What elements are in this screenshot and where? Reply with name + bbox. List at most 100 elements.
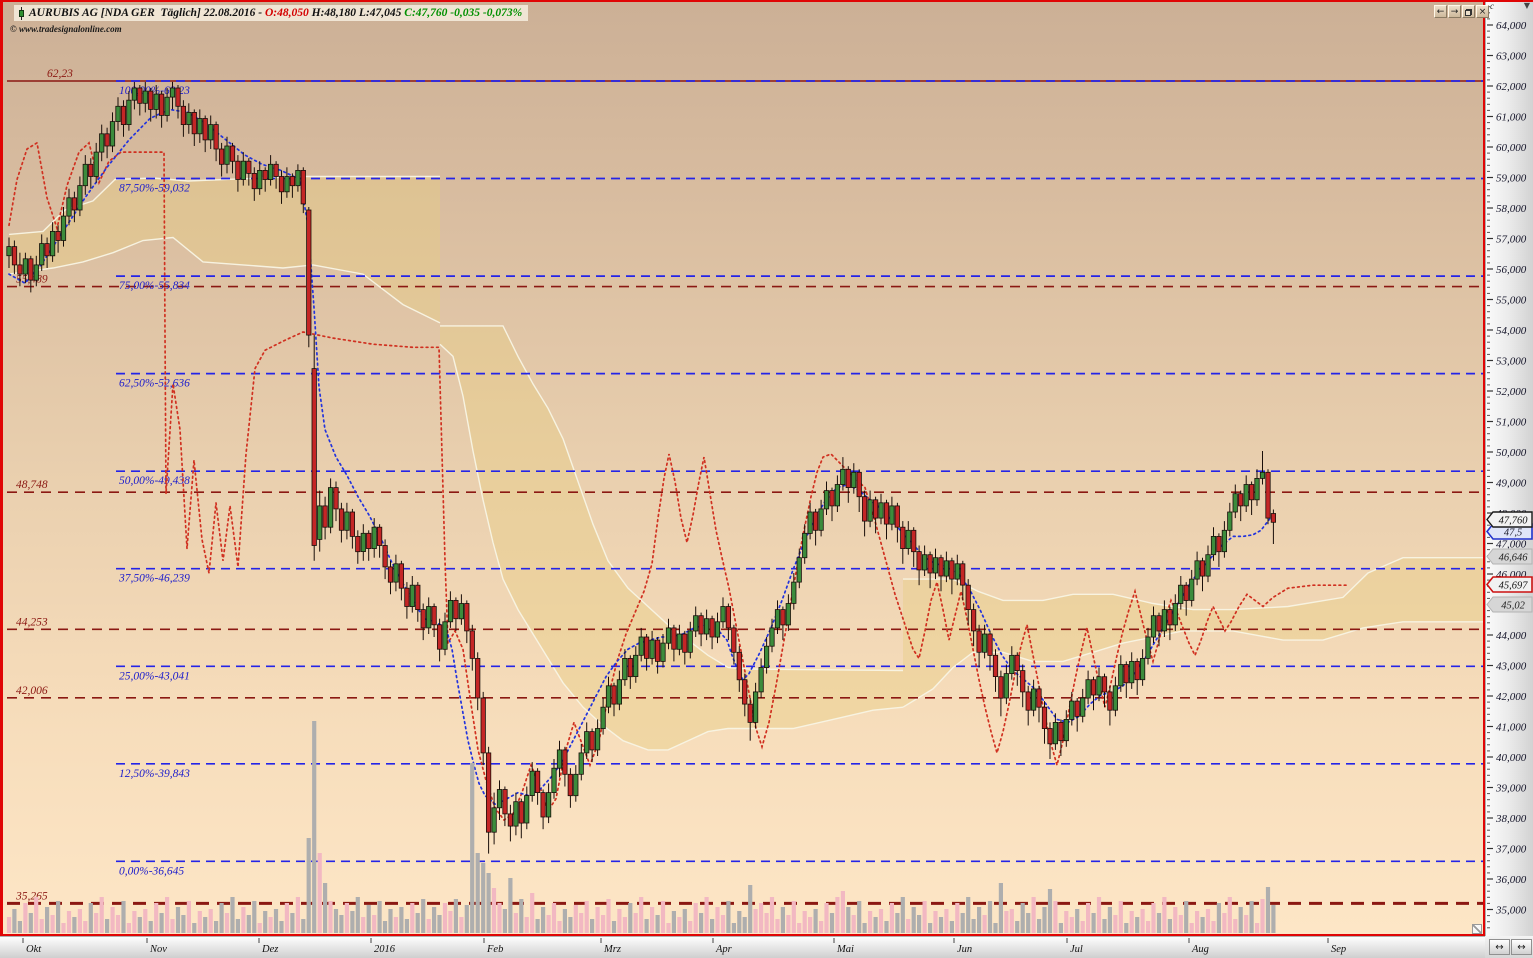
candle-body bbox=[627, 658, 633, 678]
indicator-dotted-line bbox=[8, 108, 1274, 806]
horizontal-level-label: 62,23 bbox=[47, 68, 73, 80]
candle-body bbox=[93, 151, 99, 177]
candle-body bbox=[88, 163, 94, 177]
volume-bar bbox=[791, 901, 796, 933]
candle-body bbox=[873, 499, 879, 519]
candle-body bbox=[998, 676, 1004, 699]
candle-body bbox=[1041, 706, 1048, 730]
ichimoku-cloud bbox=[440, 325, 903, 750]
candle-body bbox=[802, 532, 808, 559]
volume-bar bbox=[955, 903, 960, 933]
volume-bar bbox=[682, 909, 687, 933]
volume-bar bbox=[660, 901, 666, 933]
volume-bar bbox=[186, 901, 191, 933]
candle-body bbox=[714, 621, 721, 638]
volume-bar bbox=[982, 915, 987, 933]
candle-body bbox=[540, 792, 546, 818]
time-axis-month-label: Feb bbox=[486, 944, 503, 955]
volume-bar bbox=[263, 911, 268, 933]
volume-bar bbox=[1020, 903, 1025, 933]
candle-body bbox=[747, 703, 753, 723]
volume-bar bbox=[1047, 889, 1053, 933]
volume-bar bbox=[639, 897, 644, 933]
candle-body bbox=[404, 587, 410, 607]
time-axis[interactable]: Okt Nov Dez 2016 Feb Mrz Apr Mai Jun Jul Aug Sep bbox=[0, 936, 1485, 958]
candle-body bbox=[862, 496, 868, 522]
volume-bar bbox=[1238, 907, 1243, 933]
volume-bar bbox=[181, 915, 186, 933]
axis-dropdown-icon[interactable]: ▼ bbox=[1523, 1, 1530, 10]
volume-bar bbox=[1216, 903, 1221, 933]
scroll-forward-button[interactable]: → bbox=[1448, 5, 1461, 18]
candle-body bbox=[845, 468, 851, 488]
volume-bar bbox=[595, 907, 600, 933]
candle-body bbox=[1129, 661, 1135, 684]
volume-bar bbox=[1113, 915, 1118, 933]
volume-bar bbox=[99, 897, 104, 933]
volume-bar bbox=[546, 915, 551, 933]
candle-body bbox=[818, 508, 824, 531]
candle-body bbox=[55, 230, 61, 241]
candle-body bbox=[1085, 679, 1091, 699]
candle-body bbox=[916, 551, 922, 571]
price-axis-label: 62,000 bbox=[1496, 81, 1527, 93]
volume-bar bbox=[1205, 909, 1211, 933]
candle-body bbox=[50, 230, 56, 257]
price-axis-label: 61,000 bbox=[1496, 112, 1527, 124]
forward-arrow-icon: → bbox=[1450, 6, 1459, 17]
time-axis-month-label: Apr bbox=[715, 944, 733, 955]
candle-body bbox=[409, 584, 415, 608]
candle-body bbox=[175, 87, 181, 107]
candle-body bbox=[943, 560, 950, 577]
candle-body bbox=[1123, 664, 1129, 684]
candle-body bbox=[725, 606, 732, 629]
chart-plot[interactable]: 62,2355,48948,74844,25342,00635,265100,0… bbox=[0, 0, 1489, 936]
volume-bar bbox=[1233, 919, 1238, 933]
candle-body bbox=[213, 124, 219, 150]
volume-bar bbox=[1026, 913, 1031, 933]
volume-bar bbox=[704, 897, 709, 933]
candlestick-chart-canvas: 62,2355,48948,74844,25342,00635,265100,0… bbox=[6, 68, 1483, 933]
candle-body bbox=[502, 789, 508, 815]
fibonacci-label: 25,00%-43,041 bbox=[119, 670, 190, 682]
candle-body bbox=[186, 112, 192, 126]
h-scroll-right-button[interactable]: ↔ bbox=[1511, 939, 1532, 955]
volume-bar bbox=[45, 907, 50, 933]
volume-bar bbox=[197, 911, 202, 933]
price-axis-label: 47,000 bbox=[1496, 539, 1527, 551]
candle-body bbox=[938, 557, 944, 577]
close-button[interactable]: × bbox=[1476, 5, 1489, 18]
candle-body bbox=[71, 197, 77, 211]
volume-bar bbox=[372, 915, 377, 933]
candle-body bbox=[338, 508, 345, 531]
candle-body bbox=[1232, 493, 1238, 513]
candle-body bbox=[197, 118, 203, 135]
candle-body bbox=[1020, 670, 1026, 693]
volume-bar bbox=[77, 909, 82, 933]
volume-bar bbox=[677, 917, 682, 933]
volume-bar bbox=[328, 901, 333, 933]
scroll-back-button[interactable]: ← bbox=[1434, 5, 1447, 18]
candle-body bbox=[949, 560, 955, 580]
price-axis-corner: c ▼ bbox=[1486, 0, 1533, 14]
price-axis-label: 42,000 bbox=[1496, 691, 1527, 703]
candle-body bbox=[1243, 484, 1249, 507]
volume-bar bbox=[219, 903, 224, 933]
h-scroll-left-button[interactable]: ↔ bbox=[1489, 939, 1510, 955]
volume-bar bbox=[208, 909, 213, 933]
candle-body bbox=[1090, 679, 1097, 696]
price-tag bbox=[1486, 596, 1533, 613]
volume-bar bbox=[933, 911, 938, 933]
candle-body bbox=[584, 731, 590, 754]
horizontal-level-label: 48,748 bbox=[16, 479, 48, 491]
volume-bar bbox=[606, 899, 611, 933]
volume-bar bbox=[1156, 913, 1162, 933]
candle-body bbox=[616, 679, 623, 705]
volume-bar bbox=[971, 919, 976, 933]
resize-handle[interactable] bbox=[1472, 924, 1482, 934]
price-axis[interactable]: c ▼ 64,000 63,000 62,000 61,000 60,000 59,000… bbox=[1485, 0, 1533, 936]
volume-bar bbox=[878, 909, 884, 933]
restore-window-button[interactable] bbox=[1462, 5, 1475, 18]
candle-body bbox=[524, 795, 530, 824]
candle-body bbox=[932, 557, 939, 574]
